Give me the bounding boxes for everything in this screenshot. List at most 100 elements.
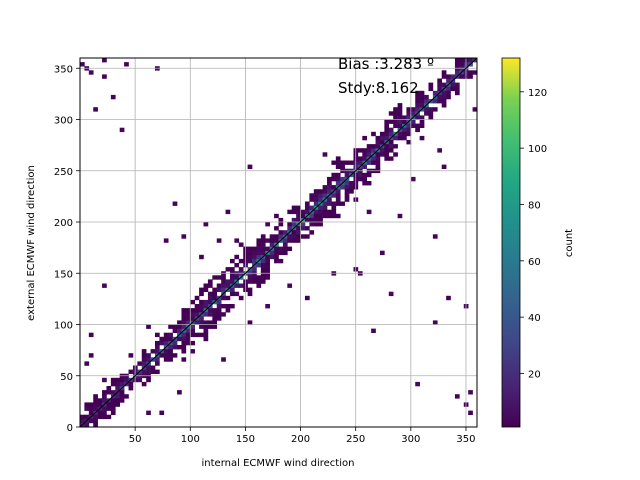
histogram-cell <box>181 349 187 354</box>
histogram-cell <box>181 316 187 321</box>
bias-annotation: Bias :3.283 º <box>338 55 434 73</box>
histogram-cell <box>287 238 293 243</box>
histogram-cell <box>154 332 160 338</box>
histogram-cell <box>340 176 345 182</box>
histogram-cell <box>207 279 213 284</box>
histogram-cell <box>278 222 284 227</box>
histogram-cell <box>238 258 244 264</box>
histogram-cell <box>340 160 345 165</box>
histogram-cell <box>185 320 191 325</box>
histogram-cell <box>172 353 178 358</box>
histogram-cell <box>216 308 222 313</box>
colorbar-label: count <box>564 229 575 257</box>
histogram-cell <box>274 246 279 251</box>
histogram-cell <box>441 103 447 108</box>
histogram-cell <box>296 226 301 231</box>
histogram-cell <box>119 377 125 383</box>
histogram-cell <box>335 201 341 206</box>
histogram-cell <box>141 353 147 358</box>
histogram-cell <box>379 131 385 137</box>
histogram-cell <box>154 345 160 350</box>
histogram-cell <box>177 345 182 350</box>
histogram-cell <box>327 213 332 219</box>
histogram-cell <box>102 58 107 63</box>
histogram-cell <box>291 234 297 239</box>
histogram-cell <box>80 414 85 420</box>
reference-line <box>79 57 478 428</box>
histogram-cell <box>185 328 191 333</box>
histogram-cell <box>309 205 315 210</box>
histogram-cell <box>384 131 390 137</box>
histogram-cell <box>406 131 412 137</box>
histogram-cell <box>124 394 129 399</box>
histogram-cell <box>419 90 425 96</box>
histogram-cell <box>212 324 218 329</box>
histogram-cell <box>340 201 345 206</box>
histogram-cell <box>238 267 244 272</box>
histogram-cell <box>357 176 363 182</box>
histogram-cell <box>110 410 116 415</box>
histogram-cell <box>296 230 301 235</box>
y-tick-label: 200 <box>54 218 73 229</box>
histogram-cell <box>419 135 425 141</box>
histogram-cell <box>340 164 345 169</box>
histogram-cell <box>265 222 270 227</box>
histogram-cell <box>212 275 218 280</box>
histogram-cell <box>366 148 372 153</box>
histogram-cell <box>88 332 94 338</box>
colorbar-tick-label: 100 <box>528 144 547 155</box>
histogram-cell <box>327 197 332 202</box>
histogram-cell <box>446 74 451 79</box>
histogram-cell <box>393 144 398 149</box>
histogram-cell <box>168 345 173 350</box>
histogram-cell <box>110 398 116 403</box>
histogram-cell <box>247 291 253 297</box>
histogram-cell <box>106 414 112 420</box>
histogram-cell <box>362 135 368 141</box>
histogram-cell <box>318 213 323 219</box>
histogram-cell <box>163 238 169 243</box>
histogram-cell <box>331 172 337 178</box>
histogram-cell <box>291 222 297 227</box>
histogram-cell <box>428 86 434 92</box>
histogram-cell <box>141 357 147 362</box>
histogram-cell <box>93 406 98 411</box>
histogram-cell <box>106 390 112 395</box>
histogram-cell <box>468 410 473 415</box>
histogram-cell <box>304 226 310 231</box>
histogram-cell <box>406 111 412 116</box>
histogram-cell <box>181 357 187 362</box>
histogram-cell <box>415 115 420 120</box>
y-axis-label: external ECMWF wind direction <box>26 165 37 321</box>
histogram-cell <box>221 287 226 292</box>
colorbar-tick-label: 40 <box>528 313 541 324</box>
histogram-cell <box>168 336 173 342</box>
histogram-cell <box>207 291 213 297</box>
histogram-cell <box>234 238 240 243</box>
histogram-cell <box>137 377 143 383</box>
histogram-cell <box>335 181 341 186</box>
histogram-cell <box>313 201 319 206</box>
histogram-cell <box>212 316 218 321</box>
histogram-cell <box>216 304 222 309</box>
histogram-cell <box>454 70 460 75</box>
histogram-cell <box>388 119 394 124</box>
histogram-cell <box>199 320 204 325</box>
histogram-cell <box>203 299 209 305</box>
histogram-cell <box>388 156 394 161</box>
histogram-cell <box>388 148 394 153</box>
histogram-cell <box>203 287 209 292</box>
histogram-cell <box>181 332 187 338</box>
plot-frame <box>79 57 478 428</box>
histogram-cell <box>419 94 425 100</box>
histogram-cell <box>331 209 337 215</box>
histogram-cell <box>119 390 125 395</box>
histogram-cell <box>397 131 403 137</box>
histogram-cell <box>181 308 187 313</box>
histogram-cell <box>322 189 328 194</box>
histogram-cell <box>344 185 350 190</box>
histogram-cell <box>154 357 160 362</box>
histogram-cell <box>234 254 240 260</box>
histogram-cell <box>428 111 434 116</box>
histogram-cell <box>410 111 416 116</box>
